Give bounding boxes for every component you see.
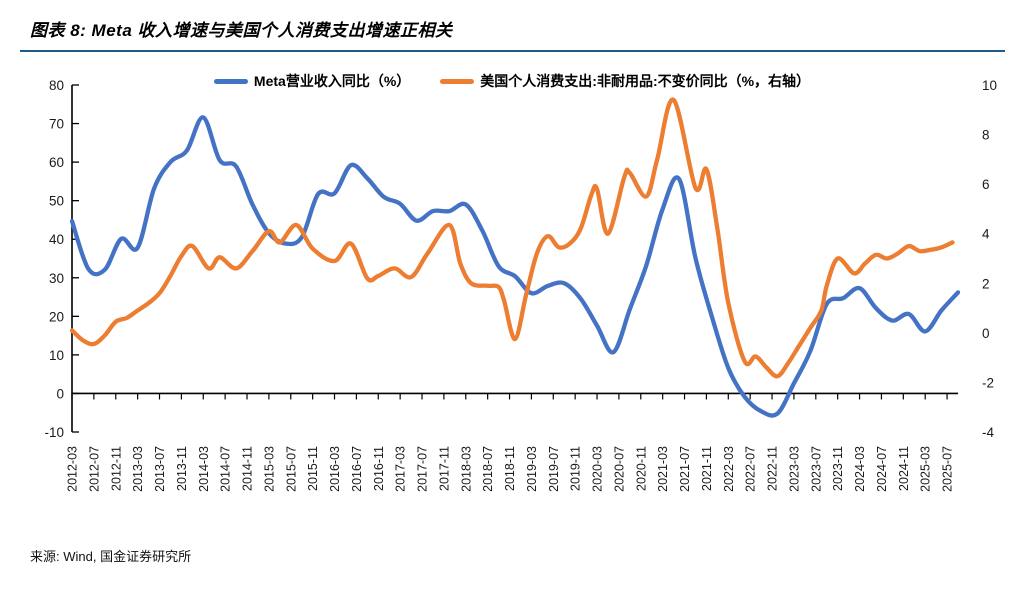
x-axis-tick-label: 2015-07 — [284, 446, 298, 492]
x-axis-tick-label: 2018-11 — [503, 446, 517, 491]
x-axis-tick-label: 2019-07 — [547, 446, 561, 492]
x-axis-tick-label: 2025-07 — [941, 446, 955, 492]
x-axis-tick-label: 2016-11 — [372, 446, 386, 491]
x-axis-tick-label: 2021-11 — [700, 446, 714, 491]
legend-label-pce-nondurables: 美国个人消费支出:非耐用品:不变价同比（%，右轴） — [480, 73, 811, 89]
y-axis-left-tick-label: 10 — [49, 348, 64, 363]
y-axis-right-tick-label: 6 — [982, 177, 990, 192]
x-axis-tick-label: 2019-11 — [569, 446, 583, 491]
x-axis-tick-label: 2017-07 — [416, 446, 430, 492]
x-axis-tick-label: 2019-03 — [525, 446, 539, 492]
x-axis-tick-label: 2016-03 — [328, 446, 342, 492]
legend-item-pce-nondurables: 美国个人消费支出:非耐用品:不变价同比（%，右轴） — [440, 71, 810, 91]
y-axis-left-tick-label: 70 — [49, 117, 64, 132]
x-axis-tick-label: 2020-07 — [612, 446, 626, 492]
x-axis-tick-label: 2022-03 — [722, 446, 736, 492]
y-axis-left-tick-label: 60 — [49, 155, 64, 170]
legend-label-meta-revenue: Meta营业收入同比（%） — [253, 73, 411, 89]
x-axis-tick-label: 2021-07 — [678, 446, 692, 492]
x-axis-tick-label: 2015-11 — [306, 446, 320, 491]
x-axis-tick-label: 2012-11 — [109, 446, 123, 491]
x-axis-tick-label: 2018-07 — [481, 446, 495, 492]
y-axis-right-tick-label: 4 — [982, 227, 990, 242]
x-axis-tick-label: 2014-11 — [241, 446, 255, 491]
y-axis-right-tick-label: 8 — [982, 128, 990, 143]
x-axis-tick-label: 2014-07 — [219, 446, 233, 492]
x-axis-tick-label: 2021-03 — [656, 446, 670, 492]
y-axis-left-tick-label: 40 — [49, 232, 64, 247]
title-underline — [20, 50, 1005, 52]
source-note: 来源: Wind, 国金证券研究所 — [30, 549, 192, 564]
pce-nondurables-line-swatch — [440, 78, 475, 84]
y-axis-left-tick-label: 30 — [49, 271, 64, 286]
y-axis-right-tick-label: 10 — [982, 78, 997, 93]
x-axis-tick-label: 2023-07 — [809, 446, 823, 492]
x-axis-tick-label: 2014-03 — [197, 446, 211, 492]
y-axis-left-tick-label: -10 — [44, 425, 64, 440]
x-axis-tick-label: 2012-03 — [66, 446, 80, 492]
x-axis-tick-label: 2018-03 — [459, 446, 473, 492]
y-axis-right-tick-label: 2 — [982, 276, 990, 291]
x-axis-tick-label: 2024-07 — [875, 446, 889, 492]
x-axis-tick-label: 2013-07 — [153, 446, 167, 492]
x-axis-tick-label: 2020-03 — [591, 446, 605, 492]
x-axis-tick-label: 2013-03 — [131, 446, 145, 492]
x-axis-tick-label: 2012-07 — [87, 446, 101, 492]
y-axis-right-tick-label: -2 — [982, 375, 994, 390]
chart-legend: Meta营业收入同比（%） 美国个人消费支出:非耐用品:不变价同比（%，右轴） — [0, 71, 1024, 91]
x-axis-tick-label: 2024-03 — [853, 446, 867, 492]
y-axis-left-tick-label: 80 — [49, 78, 64, 93]
legend-item-meta-revenue: Meta营业收入同比（%） — [213, 71, 411, 91]
chart-title: 图表 8: Meta 收入增速与美国个人消费支出增速正相关 — [30, 21, 453, 40]
y-axis-right-tick-label: -4 — [982, 425, 994, 440]
meta-revenue-line-swatch — [213, 78, 248, 84]
x-axis-tick-label: 2023-03 — [787, 446, 801, 492]
x-axis-tick-label: 2022-11 — [766, 446, 780, 491]
x-axis-tick-label: 2017-03 — [394, 446, 408, 492]
x-axis-tick-label: 2022-07 — [744, 446, 758, 492]
y-axis-left-tick-label: 20 — [49, 309, 64, 324]
x-axis-tick-label: 2023-11 — [831, 446, 845, 491]
x-axis-tick-label: 2013-11 — [175, 446, 189, 491]
y-axis-left-tick-label: 0 — [56, 386, 64, 401]
x-axis-tick-label: 2024-11 — [897, 446, 911, 491]
y-axis-right-tick-label: 0 — [982, 326, 990, 341]
meta-revenue-line — [69, 115, 961, 418]
x-axis-tick-label: 2017-11 — [437, 446, 451, 491]
x-axis-tick-label: 2016-07 — [350, 446, 364, 492]
x-axis-tick-label: 2020-11 — [634, 446, 648, 491]
x-axis-tick-label: 2015-03 — [262, 446, 276, 492]
y-axis-left-tick-label: 50 — [49, 194, 64, 209]
x-axis-tick-label: 2025-03 — [919, 446, 933, 492]
pce-nondurables-line — [69, 97, 955, 379]
